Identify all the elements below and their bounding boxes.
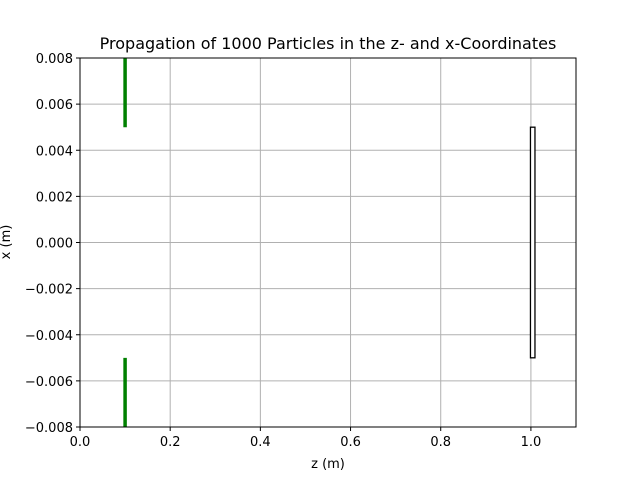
y-tick-label: −0.002 bbox=[25, 283, 73, 298]
x-tick-label: 0.4 bbox=[250, 435, 271, 450]
y-tick-label: 0.006 bbox=[36, 98, 73, 113]
plot-data bbox=[123, 58, 536, 427]
y-axis-label: x (m) bbox=[0, 225, 14, 260]
y-tick-label: 0.004 bbox=[36, 144, 73, 159]
x-tick-label: 0.2 bbox=[160, 435, 181, 450]
x-tick-label: 1.0 bbox=[521, 435, 542, 450]
y-tick-label: −0.006 bbox=[25, 375, 73, 390]
x-tick-label: 0.8 bbox=[430, 435, 451, 450]
y-tick-label: −0.004 bbox=[25, 329, 73, 344]
x-tick-label: 0.0 bbox=[70, 435, 91, 450]
ticks: 0.0 0.2 0.4 0.6 0.8 1.0 −0.008 −0.006 −0.004 −0.0… bbox=[25, 52, 541, 450]
x-tick-label: 0.6 bbox=[340, 435, 361, 450]
y-tick-label: 0.000 bbox=[36, 237, 73, 252]
y-tick-label: 0.008 bbox=[36, 52, 73, 67]
x-axis-label: z (m) bbox=[311, 457, 345, 472]
screen-rectangle bbox=[529, 126, 536, 359]
y-tick-label: −0.008 bbox=[25, 421, 73, 436]
chart-title: Propagation of 1000 Particles in the z- … bbox=[100, 34, 557, 53]
y-tick-label: 0.002 bbox=[36, 190, 73, 205]
